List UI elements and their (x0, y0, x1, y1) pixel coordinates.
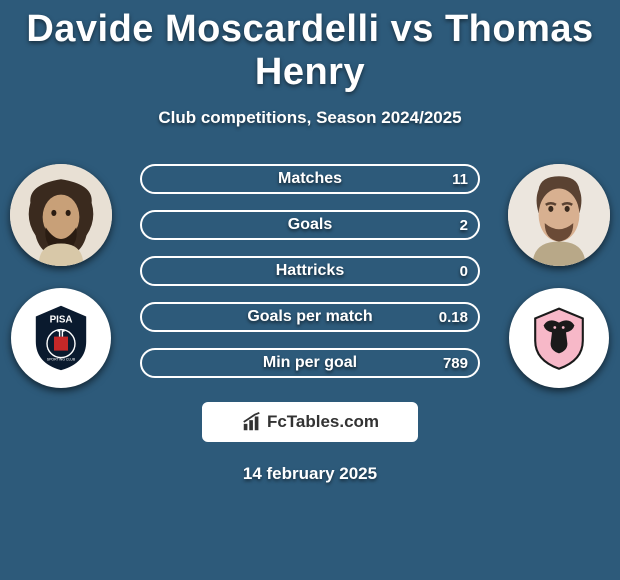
stat-bar-hattricks: Hattricks 0 (140, 256, 480, 286)
brand-badge: FcTables.com (202, 402, 418, 442)
svg-text:PISA: PISA (50, 315, 73, 326)
player-left-avatar (10, 164, 112, 266)
chart-icon (241, 411, 263, 433)
stat-bar-goals: Goals 2 (140, 210, 480, 240)
date-text: 14 february 2025 (0, 464, 620, 484)
avatar-icon (508, 164, 610, 266)
stat-right-value: 789 (443, 355, 468, 372)
stat-right-value: 2 (460, 217, 468, 234)
club-left-crest: PISA SPORTING CLUB (11, 288, 111, 388)
left-column: PISA SPORTING CLUB (10, 164, 112, 388)
pisa-crest-icon: PISA SPORTING CLUB (26, 303, 96, 373)
page-title: Davide Moscardelli vs Thomas Henry (0, 0, 620, 94)
subtitle: Club competitions, Season 2024/2025 (0, 108, 620, 128)
stat-bar-min-per-goal: Min per goal 789 (140, 348, 480, 378)
stat-label: Goals per match (247, 308, 372, 326)
stat-label: Hattricks (276, 262, 344, 280)
svg-text:SPORTING CLUB: SPORTING CLUB (47, 357, 76, 361)
stat-bar-goals-per-match: Goals per match 0.18 (140, 302, 480, 332)
right-column (508, 164, 610, 388)
palermo-crest-icon (524, 303, 594, 373)
stat-label: Goals (288, 216, 332, 234)
stat-right-value: 11 (452, 171, 468, 188)
stat-label: Min per goal (263, 354, 357, 372)
club-right-crest (509, 288, 609, 388)
stat-label: Matches (278, 170, 342, 188)
brand-text: FcTables.com (267, 412, 379, 432)
player-right-avatar (508, 164, 610, 266)
stat-right-value: 0.18 (439, 309, 468, 326)
avatar-icon (10, 164, 112, 266)
stat-right-value: 0 (460, 263, 468, 280)
stat-bar-matches: Matches 11 (140, 164, 480, 194)
stats-bars: Matches 11 Goals 2 Hattricks 0 Goals per… (140, 164, 480, 378)
comparison-content: PISA SPORTING CLUB (0, 164, 620, 484)
